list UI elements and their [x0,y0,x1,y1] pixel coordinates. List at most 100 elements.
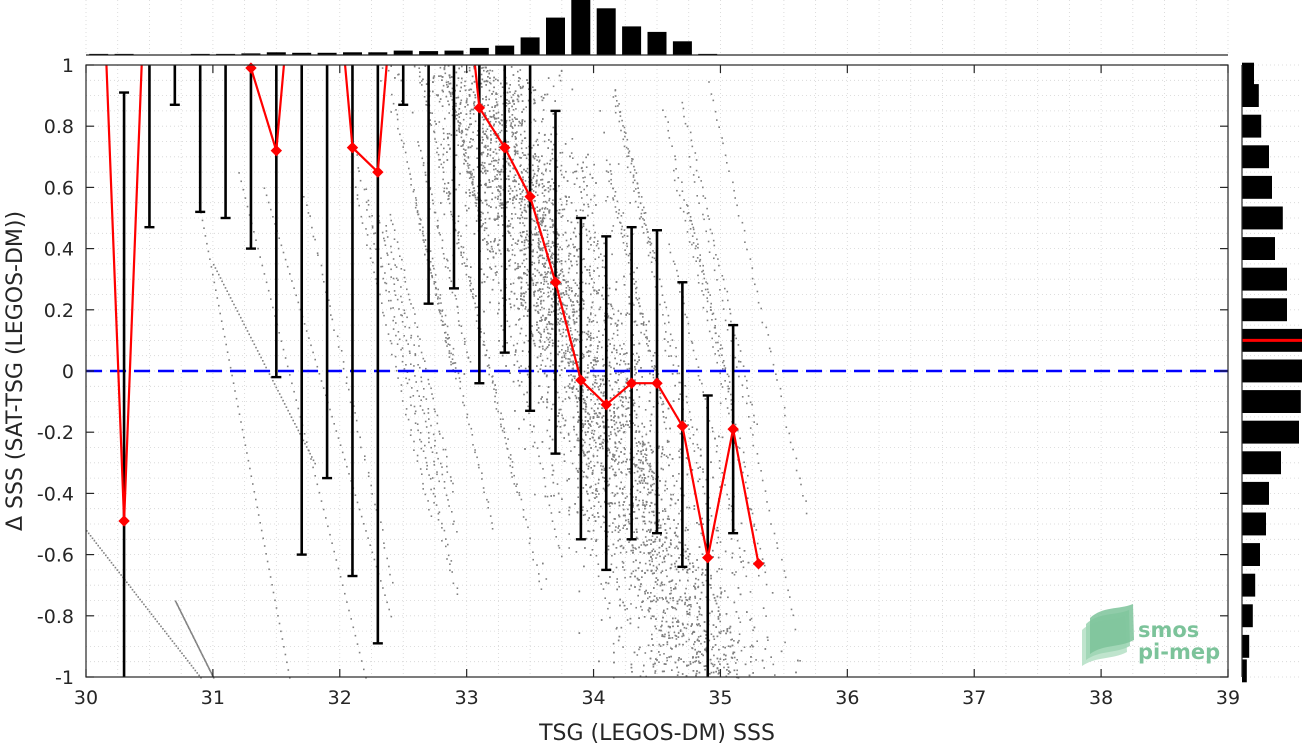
scatter-point [694,597,697,599]
scatter-point [594,375,597,377]
scatter-point [597,345,599,347]
scatter-point [552,199,554,201]
scatter-point [563,453,565,456]
scatter-point [513,364,516,366]
scatter-point [645,500,648,503]
scatter-point [687,579,689,582]
scatter-point [608,380,610,382]
scatter-point [451,99,454,101]
scatter-point [460,99,463,102]
scatter-point [590,337,592,339]
scatter-point [618,388,620,390]
scatter-point [643,552,645,554]
scatter-point [601,441,604,444]
scatter-point [575,209,577,212]
scatter-point [458,108,461,110]
scatter-point [487,118,490,120]
scatter-point [549,333,552,335]
scatter-point [568,286,571,289]
scatter-point [610,366,612,369]
scatter-point [551,202,553,204]
scatter-point [725,654,727,657]
scatter-point [586,490,588,493]
scatter-point [558,323,561,325]
scatter-point [517,265,519,268]
scatter-point [472,288,474,290]
scatter-point [662,598,664,600]
scatter-point [697,656,700,658]
scatter-point [572,308,574,311]
x-histogram-bar [368,52,388,56]
scatter-point [459,172,461,175]
scatter-point [493,240,495,243]
scatter-point [552,188,555,191]
scatter-point [674,562,676,565]
scatter-point [533,425,535,428]
scatter-point [444,72,447,75]
scatter-point [472,113,475,115]
scatter-point [525,211,528,213]
x-histogram-bar [546,17,565,56]
scatter-point [717,610,720,612]
scatter-point [618,468,620,471]
scatter-point [649,468,652,471]
scatter-point [537,245,540,248]
scatter-point [547,391,549,394]
scatter-point [539,320,541,322]
scatter-point [524,203,526,206]
scatter-point [641,422,643,425]
scatter-point [571,349,573,352]
scatter-point [628,313,631,315]
scatter-point [727,645,730,647]
scatter-point [651,600,654,603]
scatter-point [464,71,466,73]
scatter-point [695,569,697,571]
scatter-point [557,233,560,236]
scatter-point [480,170,482,173]
scatter-point [609,317,612,319]
scatter-point [587,214,589,217]
scatter-point [634,424,636,426]
scatter-point [669,593,671,595]
scatter-point [635,536,638,539]
scatter-point [387,69,390,72]
scatter-point [649,420,652,422]
scatter-point [495,218,497,220]
scatter-point [714,644,717,646]
scatter-point [615,547,618,549]
scatter-point [709,584,712,586]
scatter-point [634,366,636,368]
scatter-point [596,416,599,418]
scatter-point [733,669,736,672]
scatter-point [583,401,585,404]
scatter-point [577,437,579,440]
scatter-point [507,141,510,143]
scatter-point [622,488,624,490]
scatter-point [651,452,653,454]
scatter-point [512,199,514,201]
scatter-point [694,660,696,663]
scatter-point [664,541,666,544]
scatter-point [698,640,700,642]
scatter-point [380,80,382,82]
scatter-point [548,341,551,343]
scatter-point [682,643,684,646]
scatter-point [435,123,437,125]
scatter-point [480,225,483,228]
scatter-point [500,207,503,209]
scatter-point [538,259,540,262]
scatter-point [539,368,542,370]
scatter-point [544,93,546,96]
scatter-point [637,504,640,506]
scatter-point [710,577,712,580]
scatter-point [696,616,699,618]
scatter-point [573,311,576,314]
scatter-point [616,407,618,410]
scatter-point [575,321,578,323]
scatter-point [575,338,577,341]
scatter-point [652,471,654,474]
scatter-point [670,539,672,541]
scatter-point [607,447,609,450]
scatter-point [696,618,699,621]
scatter-point [538,271,540,274]
